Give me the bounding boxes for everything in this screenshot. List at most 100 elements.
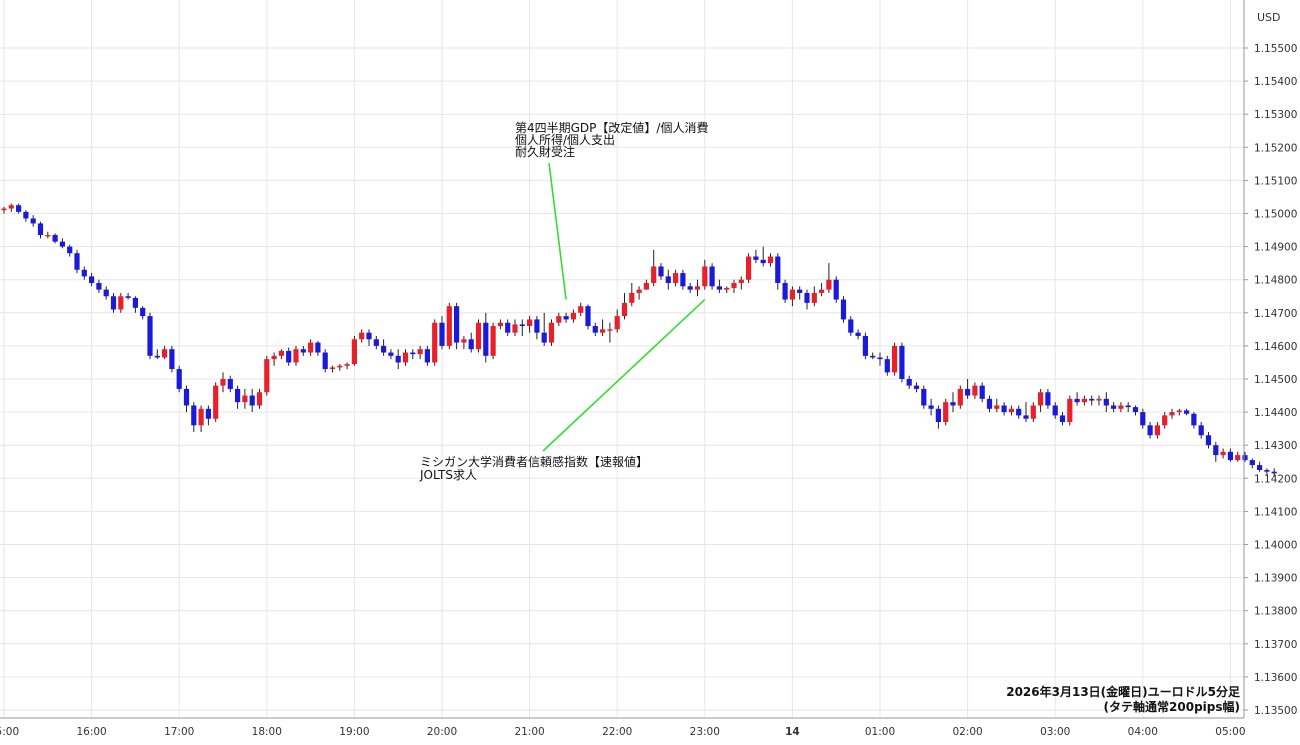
candle-body <box>855 332 861 336</box>
candle-body <box>614 316 620 330</box>
price-tick-label: 1.15500 <box>1254 43 1297 55</box>
grid-lines <box>0 0 1244 718</box>
candle-body <box>563 316 569 320</box>
candle <box>1111 402 1117 413</box>
candle-body <box>782 283 788 300</box>
candle-body <box>1132 407 1139 413</box>
candle <box>1271 468 1277 477</box>
candle-body <box>1052 405 1058 416</box>
candle <box>724 286 730 293</box>
candle <box>921 385 927 409</box>
candle-body <box>395 355 401 363</box>
candle-body <box>921 388 927 406</box>
candle <box>621 292 628 320</box>
candle <box>402 349 409 366</box>
candle <box>23 210 29 222</box>
candle <box>1 206 7 214</box>
candle-body <box>1242 455 1248 461</box>
candle-body <box>154 355 160 358</box>
candle-body <box>629 292 635 303</box>
candle <box>840 296 847 323</box>
candle-body <box>1038 392 1044 406</box>
candle-body <box>271 355 277 360</box>
candle <box>819 283 825 297</box>
time-tick-label: 01:00 <box>865 726 895 738</box>
candle-body <box>461 339 467 343</box>
candle <box>381 339 387 356</box>
candle <box>59 238 65 249</box>
candle <box>1030 402 1036 423</box>
candle <box>585 304 591 330</box>
candle-body <box>1 208 7 211</box>
candle <box>1191 412 1197 429</box>
candle-body <box>183 388 190 406</box>
candle <box>1162 412 1168 429</box>
candle <box>45 231 51 239</box>
candle-body <box>1030 405 1036 419</box>
candle <box>512 319 518 336</box>
candle <box>286 347 292 366</box>
candle-body <box>621 302 628 317</box>
candle <box>527 316 533 333</box>
price-tick-label: 1.14200 <box>1254 473 1297 485</box>
candle <box>1184 408 1190 416</box>
candle-body <box>59 241 65 247</box>
candle <box>227 375 233 393</box>
candle-body <box>1213 445 1219 456</box>
candle-body <box>1001 405 1007 413</box>
candle <box>1154 422 1160 439</box>
candle <box>665 269 671 290</box>
candle-body <box>213 385 219 419</box>
candle <box>753 249 759 264</box>
candle-body <box>913 385 920 389</box>
price-tick-label: 1.13800 <box>1254 606 1297 618</box>
candle-body <box>943 402 949 423</box>
candle <box>30 215 36 227</box>
time-tick-label: 04:00 <box>1128 726 1158 738</box>
candle <box>1249 458 1255 469</box>
candle <box>775 253 781 290</box>
candle-body <box>1118 405 1124 409</box>
candle-body <box>1227 451 1233 461</box>
price-tick-label: 1.14000 <box>1254 540 1297 552</box>
candle-body <box>308 342 314 353</box>
candle <box>1198 422 1204 439</box>
candle <box>432 319 438 366</box>
candle <box>1147 422 1153 439</box>
annotations: 第4四半期GDP【改定値】/個人消費個人所得/個人支出耐久財受注ミシガン大学消費… <box>419 120 708 482</box>
candle <box>140 306 146 320</box>
annotation-text: JOLTS求人 <box>419 468 477 482</box>
candle <box>322 349 328 373</box>
candle <box>176 365 182 393</box>
candle-body <box>446 306 452 346</box>
annotation-text: 第4四半期GDP【改定値】/個人消費 <box>515 120 708 135</box>
candle-body <box>957 388 963 406</box>
candle-body <box>972 385 978 396</box>
candle <box>256 388 263 409</box>
candle-body <box>600 329 606 333</box>
candle-body <box>636 289 642 293</box>
candle-body <box>811 292 817 303</box>
candle <box>1264 468 1270 475</box>
candle <box>731 279 737 293</box>
candle <box>96 279 102 293</box>
candle-body <box>928 405 934 409</box>
candle-body <box>658 266 664 277</box>
candle-body <box>52 235 58 242</box>
candle-body <box>702 266 708 287</box>
candle <box>541 312 547 346</box>
candle-body <box>227 379 233 389</box>
candle <box>461 335 467 350</box>
candle-body <box>1169 412 1175 416</box>
time-tick-labels: 15:00 16:00 17:00 18:00 19:00 20:00 21:00 22:00… <box>0 726 1246 738</box>
candle <box>329 365 336 373</box>
candle <box>468 332 474 353</box>
candle-body <box>205 408 211 419</box>
annotation-text: 個人所得/個人支出 <box>515 132 615 147</box>
candle-body <box>454 306 460 343</box>
candle <box>67 244 73 257</box>
candle-body <box>724 287 730 290</box>
candle <box>446 302 452 350</box>
candle <box>957 385 963 409</box>
candle-body <box>585 306 591 327</box>
